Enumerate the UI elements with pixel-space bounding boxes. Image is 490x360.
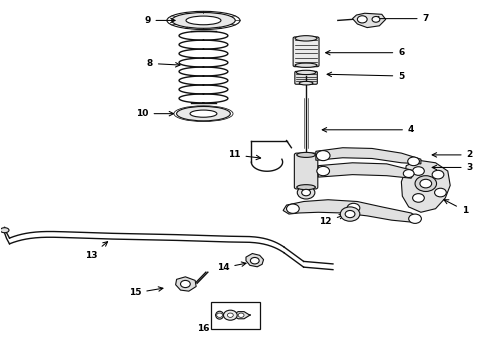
- Circle shape: [317, 150, 330, 161]
- Ellipse shape: [295, 36, 317, 41]
- Ellipse shape: [297, 152, 316, 157]
- Circle shape: [340, 207, 360, 221]
- Polygon shape: [401, 160, 450, 212]
- Circle shape: [250, 257, 259, 264]
- Circle shape: [420, 179, 432, 188]
- Circle shape: [287, 204, 299, 213]
- Circle shape: [317, 166, 330, 176]
- Circle shape: [347, 203, 360, 213]
- Ellipse shape: [297, 185, 316, 190]
- Circle shape: [415, 176, 437, 192]
- Polygon shape: [232, 312, 250, 319]
- Text: 6: 6: [326, 48, 404, 57]
- Circle shape: [217, 313, 222, 318]
- Circle shape: [238, 313, 244, 318]
- Ellipse shape: [216, 311, 223, 319]
- Text: 13: 13: [85, 242, 108, 260]
- Circle shape: [432, 170, 444, 179]
- Text: 2: 2: [432, 150, 473, 159]
- Ellipse shape: [299, 81, 313, 85]
- Ellipse shape: [295, 63, 317, 67]
- Polygon shape: [316, 148, 421, 164]
- FancyBboxPatch shape: [293, 37, 319, 67]
- Polygon shape: [246, 253, 264, 267]
- Text: 11: 11: [228, 150, 261, 160]
- Polygon shape: [352, 13, 386, 28]
- Ellipse shape: [186, 16, 221, 25]
- Text: 9: 9: [144, 16, 175, 25]
- Text: 12: 12: [319, 215, 344, 226]
- Ellipse shape: [176, 107, 230, 121]
- Polygon shape: [318, 163, 414, 178]
- Text: 4: 4: [322, 125, 415, 134]
- Circle shape: [227, 313, 233, 318]
- Circle shape: [413, 167, 424, 175]
- Circle shape: [223, 310, 237, 320]
- Circle shape: [180, 280, 190, 288]
- Text: 1: 1: [444, 200, 468, 215]
- Polygon shape: [175, 277, 196, 291]
- Circle shape: [372, 17, 380, 22]
- Text: 10: 10: [136, 109, 173, 118]
- Circle shape: [409, 214, 421, 224]
- Circle shape: [357, 16, 367, 23]
- Circle shape: [408, 157, 419, 166]
- Circle shape: [302, 189, 311, 196]
- Text: 14: 14: [217, 262, 246, 273]
- Polygon shape: [283, 200, 418, 222]
- Text: 5: 5: [327, 72, 404, 81]
- Text: 15: 15: [129, 287, 163, 297]
- Ellipse shape: [172, 13, 235, 28]
- Ellipse shape: [0, 228, 9, 233]
- Circle shape: [297, 186, 315, 199]
- Ellipse shape: [296, 70, 316, 75]
- Circle shape: [345, 211, 355, 218]
- Text: 3: 3: [432, 163, 473, 172]
- FancyBboxPatch shape: [294, 153, 318, 189]
- Text: 7: 7: [374, 14, 429, 23]
- Circle shape: [435, 188, 446, 197]
- FancyBboxPatch shape: [295, 71, 318, 84]
- Bar: [211, 302, 260, 329]
- Circle shape: [403, 170, 414, 177]
- Text: 8: 8: [147, 59, 180, 68]
- Circle shape: [413, 194, 424, 202]
- Text: 16: 16: [197, 322, 217, 333]
- Ellipse shape: [190, 110, 217, 117]
